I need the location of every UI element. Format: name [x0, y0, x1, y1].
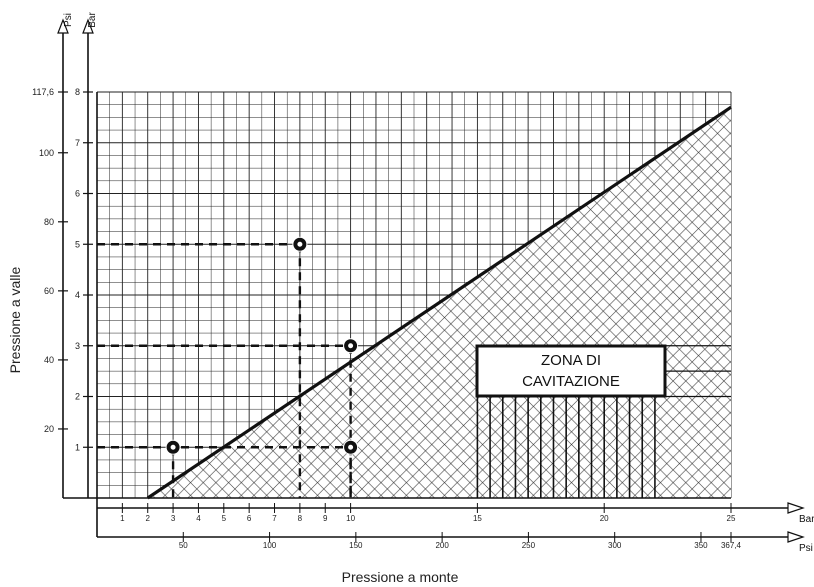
- x-psi-tick-label: 300: [608, 541, 622, 550]
- x-bar-tick-label: 9: [323, 514, 328, 523]
- x-psi-tick-label: 50: [179, 541, 188, 550]
- x-psi-tick-label: 100: [263, 541, 277, 550]
- y-bar-tick-label: 7: [75, 138, 80, 148]
- data-point-center: [297, 241, 303, 247]
- x-bar-tick-label: 10: [346, 514, 355, 523]
- y-psi-unit: Psi: [63, 13, 74, 27]
- x-bar-tick-label: 25: [727, 514, 736, 523]
- x-psi-tick-label: 350: [694, 541, 708, 550]
- x-bar-tick-label: 4: [196, 514, 201, 523]
- y-bar-tick-label: 4: [75, 290, 80, 300]
- x-psi-tick-label: 150: [349, 541, 363, 550]
- x-psi-tick-label: 250: [522, 541, 536, 550]
- data-point-center: [348, 444, 354, 450]
- data-point-center: [348, 343, 354, 349]
- y-psi-tick-label: 40: [44, 355, 54, 365]
- y-bar-tick-label: 3: [75, 341, 80, 351]
- y-bar-tick-label: 2: [75, 392, 80, 402]
- axes: [57, 18, 805, 543]
- zone-label-line1: ZONA DI: [541, 352, 601, 369]
- data-point-center: [170, 444, 176, 450]
- x-psi-arrow: [787, 531, 805, 543]
- y-bar-tick-label: 1: [75, 442, 80, 452]
- x-psi-unit: Psi: [799, 543, 813, 554]
- y-bar-tick-label: 6: [75, 189, 80, 199]
- cavitation-zone-label: ZONA DI CAVITAZIONE: [475, 344, 667, 398]
- y-psi-tick-label: 100: [39, 148, 54, 158]
- x-bar-unit: Bar: [799, 514, 814, 525]
- y-psi-tick-label: 80: [44, 217, 54, 227]
- cavitation-area: [146, 105, 732, 500]
- y-psi-tick-label: 117,6: [32, 87, 54, 97]
- x-psi-tick-label: 367,4: [721, 541, 742, 550]
- zone-label-line2: CAVITAZIONE: [522, 373, 620, 390]
- y-axis-title: Pressione a valle: [7, 266, 23, 373]
- y-psi-tick-label: 60: [44, 286, 54, 296]
- x-bar-tick-label: 6: [247, 514, 252, 523]
- x-bar-tick-label: 20: [600, 514, 609, 523]
- cavitation-boundary-line: [146, 105, 732, 500]
- y-psi-tick-label: 20: [44, 424, 54, 434]
- example-points: [97, 236, 359, 498]
- x-bar-tick-label: 2: [145, 514, 150, 523]
- x-bar-arrow: [787, 502, 805, 514]
- x-psi-tick-label: 200: [435, 541, 449, 550]
- y-bar-unit: Bar: [87, 12, 98, 28]
- x-axis-title: Pressione a monte: [342, 569, 459, 585]
- y-psi-arrow: [57, 18, 69, 34]
- x-bar-tick-label: 1: [120, 514, 125, 523]
- y-bar-arrow: [82, 18, 94, 34]
- x-bar-tick-label: 3: [171, 514, 176, 523]
- y-bar-tick-label: 5: [75, 239, 80, 249]
- x-bar-tick-label: 5: [222, 514, 227, 523]
- y-bar-tick-label: 8: [75, 87, 80, 97]
- x-bar-tick-label: 15: [473, 514, 482, 523]
- x-bar-tick-label: 7: [272, 514, 277, 523]
- x-bar-tick-label: 8: [298, 514, 303, 523]
